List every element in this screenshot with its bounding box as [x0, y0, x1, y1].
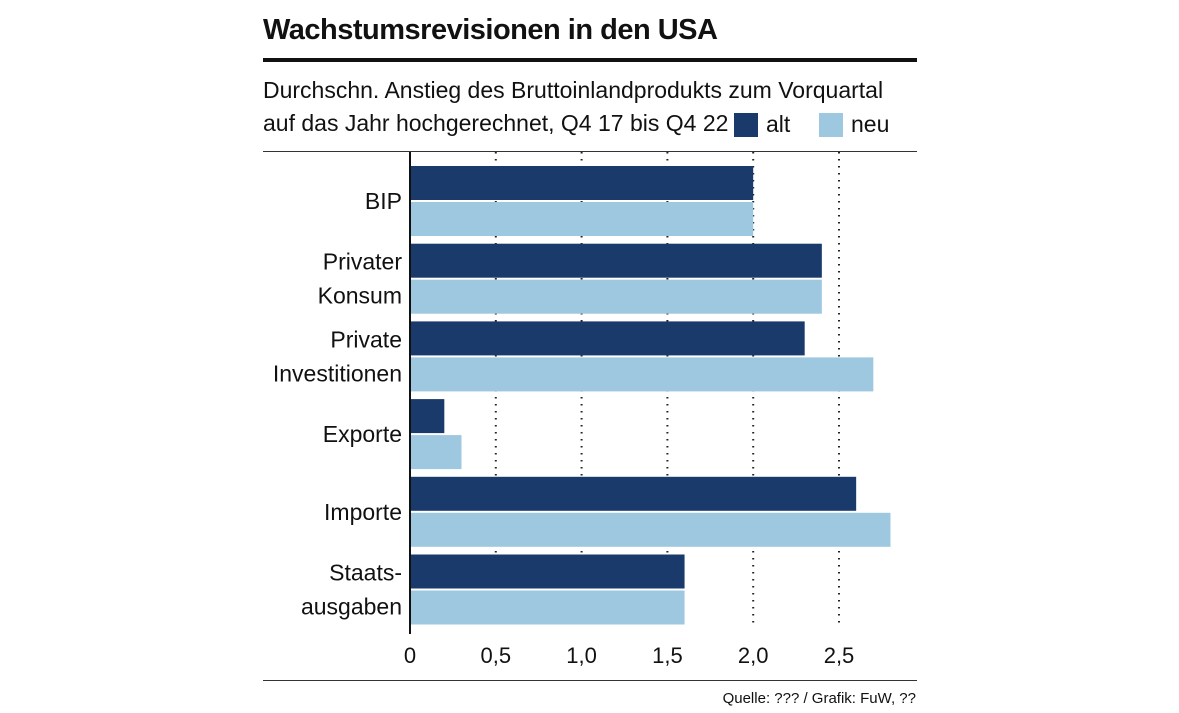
- footer-rule: [263, 680, 917, 681]
- category-label-1-1: Konsum: [318, 283, 402, 309]
- legend-label-alt: alt: [766, 111, 791, 137]
- chart-subtitle: Durchschn. Anstieg des Bruttoinlandprodu…: [263, 74, 883, 140]
- title-rule: [263, 58, 917, 62]
- bar-neu-3: [410, 435, 462, 470]
- bar-neu-4: [410, 512, 891, 547]
- legend-item-neu: neu: [819, 111, 889, 138]
- category-label-4-0: Importe: [324, 499, 402, 525]
- category-label-3-0: Exporte: [323, 421, 402, 447]
- bar-alt-0: [410, 166, 754, 200]
- subtitle-line-2: auf das Jahr hochgerechnet, Q4 17 bis Q4…: [263, 110, 729, 136]
- subtitle-line-1: Durchschn. Anstieg des Bruttoinlandprodu…: [263, 77, 884, 103]
- x-tick-label-3: 1,5: [652, 643, 683, 668]
- bar-neu-0: [410, 202, 754, 236]
- category-label-1-0: Privater: [323, 249, 403, 275]
- x-tick-label-2: 1,0: [566, 643, 597, 668]
- x-tick-label-0: 0: [404, 643, 416, 668]
- bar-alt-1: [410, 243, 822, 278]
- bar-alt-5: [410, 554, 685, 589]
- category-label-2-0: Private: [330, 326, 402, 352]
- bar-neu-5: [410, 590, 685, 625]
- chart-title: Wachstumsrevisionen in den USA: [263, 14, 718, 46]
- header-rule: [263, 151, 917, 152]
- x-tick-label-4: 2,0: [738, 643, 769, 668]
- legend-label-neu: neu: [851, 111, 890, 137]
- x-tick-label-5: 2,5: [824, 643, 855, 668]
- legend-swatch-neu: [819, 112, 843, 137]
- category-label-5-0: Staats-: [329, 560, 402, 586]
- bar-alt-4: [410, 476, 857, 511]
- category-label-0-0: BIP: [365, 188, 402, 214]
- x-tick-label-1: 0,5: [481, 643, 512, 668]
- legend-item-alt: alt: [734, 111, 790, 138]
- bar-alt-2: [410, 321, 805, 356]
- bar-neu-1: [410, 279, 822, 314]
- source-note: Quelle: ??? / Grafik: FuW, ??: [722, 690, 916, 707]
- bar-alt-3: [410, 399, 445, 434]
- category-label-5-1: ausgaben: [301, 594, 402, 620]
- category-label-2-1: Investitionen: [273, 360, 402, 386]
- bar-neu-2: [410, 357, 874, 392]
- legend-swatch-alt: [734, 112, 758, 137]
